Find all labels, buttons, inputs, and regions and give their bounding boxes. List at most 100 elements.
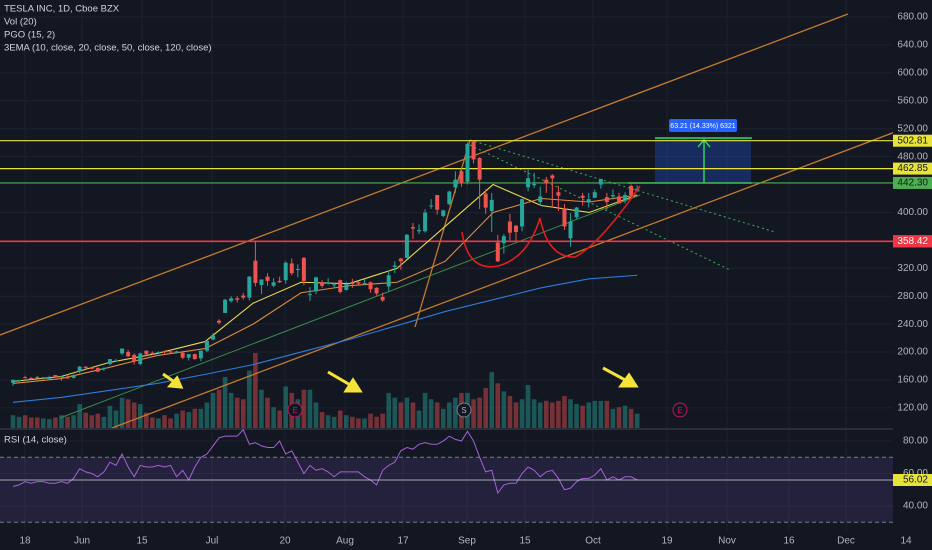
volume-bar (380, 413, 385, 428)
candle-body (162, 351, 167, 353)
volume-bar (131, 402, 137, 428)
candle-body (501, 236, 506, 244)
candle-body (174, 351, 179, 353)
y-tick-label: 60.00 (903, 468, 928, 479)
arrow (327, 370, 353, 388)
volume-bar (392, 397, 398, 428)
candle-body (386, 275, 391, 287)
y-tick-label: 640.00 (897, 40, 928, 51)
candle-body (235, 298, 240, 300)
rsi-last-label: 56.02 (903, 475, 928, 486)
volume-bar (592, 400, 598, 428)
x-tick-label: 20 (279, 536, 291, 547)
candle-body (11, 379, 15, 383)
volume-bar (531, 399, 537, 428)
candle-body (186, 354, 191, 358)
volume-bar (210, 392, 216, 428)
candle-body (580, 195, 585, 198)
candle-body (107, 359, 112, 364)
candle-body (338, 280, 343, 293)
candle-body (544, 179, 549, 184)
volume-bar (562, 396, 567, 428)
y-tick-label: 80.00 (903, 436, 928, 447)
indicator-label[interactable]: PGO (15, 2) (4, 30, 55, 41)
volume-bar (434, 402, 440, 428)
candle-body (120, 348, 125, 354)
price-label: 462.85 (897, 163, 928, 174)
volume-bar (350, 416, 355, 428)
candle-body (95, 368, 100, 372)
candle-body (380, 296, 385, 301)
candle-body (604, 197, 609, 202)
candle-body (507, 221, 512, 233)
volume-bar (477, 397, 482, 428)
candle-body (489, 199, 494, 212)
event-marker[interactable] (672, 402, 688, 418)
volume-bar (556, 400, 561, 428)
indicator-label[interactable]: Vol (20) (4, 17, 37, 28)
volume-bar (501, 391, 507, 428)
candle-body (610, 195, 615, 197)
volume-bar (440, 408, 446, 428)
x-tick-label: 15 (136, 536, 148, 547)
volume-bar (119, 397, 125, 428)
price-label-box (893, 134, 932, 147)
x-tick-label: Sep (458, 536, 476, 547)
volume-bar (313, 402, 319, 428)
y-tick-label: 160.00 (897, 375, 928, 386)
candle-body (520, 199, 525, 227)
volume-bar (513, 402, 519, 428)
price-label: 442.30 (897, 178, 928, 189)
cup-handle-curve (461, 185, 641, 268)
candle-body (210, 335, 215, 340)
volume-bar (259, 389, 264, 428)
y-tick-label: 40.00 (903, 501, 928, 512)
arrow-head (343, 377, 363, 393)
volume-bar (598, 400, 604, 428)
candle-body (423, 212, 428, 232)
y-tick-label: 520.00 (897, 123, 928, 134)
event-label: S (461, 406, 466, 415)
candle-body (114, 360, 119, 362)
volume-bar (507, 396, 513, 428)
event-marker[interactable] (287, 402, 303, 418)
candle-body (59, 376, 64, 378)
candle-body (398, 258, 403, 262)
volume-bar (53, 417, 58, 428)
volume-bar (319, 412, 325, 428)
candle-body (617, 196, 621, 204)
volume-bar (622, 405, 628, 428)
volume-bar (144, 412, 149, 428)
x-tick-label: 17 (397, 536, 409, 547)
indicator-label[interactable]: RSI (14, close) (4, 435, 67, 446)
volume-bar (616, 407, 622, 428)
volume-bar (337, 410, 343, 428)
volume-bar (550, 402, 555, 428)
volume-bar (234, 397, 240, 428)
volume-bar (416, 410, 422, 428)
symbol-title: TESLA INC, 1D, Cboe BZX (4, 4, 120, 15)
event-marker[interactable] (456, 402, 472, 418)
candle-body (126, 352, 131, 357)
volume-bar (344, 415, 349, 428)
volume-bar (101, 416, 107, 428)
volume-bar (59, 415, 64, 428)
volume-bar (422, 392, 428, 428)
candle-body (404, 234, 409, 258)
candle-body (259, 279, 264, 286)
indicator-label[interactable]: 3EMA (10, close, 20, close, 50, close, 1… (4, 43, 212, 54)
volume-bar (16, 416, 22, 428)
volume-bar (162, 415, 167, 428)
volume-bar (216, 389, 222, 428)
candle-body (538, 196, 543, 202)
candle-body (65, 377, 70, 379)
volume-bar (222, 376, 228, 428)
candle-body (332, 284, 337, 286)
volume-bar (453, 397, 458, 428)
volume-bar (28, 417, 34, 428)
candle-body (447, 191, 452, 205)
price-label: 358.42 (897, 236, 928, 247)
arrow-head (166, 375, 184, 389)
x-tick-label: Jun (74, 536, 90, 547)
